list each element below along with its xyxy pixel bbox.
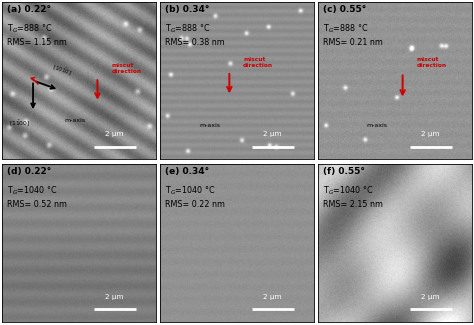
Text: 2 μm: 2 μm xyxy=(105,294,124,300)
Text: RMS= 2.15 nm: RMS= 2.15 nm xyxy=(323,200,383,209)
Text: $[10\bar{1}0]$: $[10\bar{1}0]$ xyxy=(52,62,73,77)
Text: T$_G$=1040 °C: T$_G$=1040 °C xyxy=(323,185,374,197)
Text: 2 μm: 2 μm xyxy=(263,131,282,137)
Text: (d) 0.22°: (d) 0.22° xyxy=(7,167,51,176)
Text: T$_G$=888 °C: T$_G$=888 °C xyxy=(7,22,52,35)
Text: 2 μm: 2 μm xyxy=(263,294,282,300)
Text: $[1\bar{1}00]$: $[1\bar{1}00]$ xyxy=(9,118,30,128)
Text: (c) 0.55°: (c) 0.55° xyxy=(323,5,366,14)
Text: 2 μm: 2 μm xyxy=(421,294,439,300)
Text: (f) 0.55°: (f) 0.55° xyxy=(323,167,365,176)
Text: 2 μm: 2 μm xyxy=(105,131,124,137)
Text: (a) 0.22°: (a) 0.22° xyxy=(7,5,51,14)
Text: RMS= 0.38 nm: RMS= 0.38 nm xyxy=(165,38,225,47)
Text: miscut
direction: miscut direction xyxy=(417,57,447,68)
Text: miscut
direction: miscut direction xyxy=(111,63,141,74)
Text: T$_G$=888 °C: T$_G$=888 °C xyxy=(165,22,210,35)
Text: RMS= 1.15 nm: RMS= 1.15 nm xyxy=(7,38,67,47)
Text: T$_G$=1040 °C: T$_G$=1040 °C xyxy=(165,185,215,197)
Text: RMS= 0.52 nm: RMS= 0.52 nm xyxy=(7,200,67,209)
Text: T$_G$=888 °C: T$_G$=888 °C xyxy=(323,22,368,35)
Text: m-axis: m-axis xyxy=(366,123,387,128)
Text: 2 μm: 2 μm xyxy=(421,131,439,137)
Text: T$_G$=1040 °C: T$_G$=1040 °C xyxy=(7,185,57,197)
Text: RMS= 0.22 nm: RMS= 0.22 nm xyxy=(165,200,225,209)
Text: m-axis: m-axis xyxy=(64,118,85,123)
Text: RMS= 0.21 nm: RMS= 0.21 nm xyxy=(323,38,383,47)
Text: miscut
direction: miscut direction xyxy=(243,57,273,68)
Text: (e) 0.34°: (e) 0.34° xyxy=(165,167,209,176)
Text: m-axis: m-axis xyxy=(199,123,220,128)
Text: (b) 0.34°: (b) 0.34° xyxy=(165,5,210,14)
